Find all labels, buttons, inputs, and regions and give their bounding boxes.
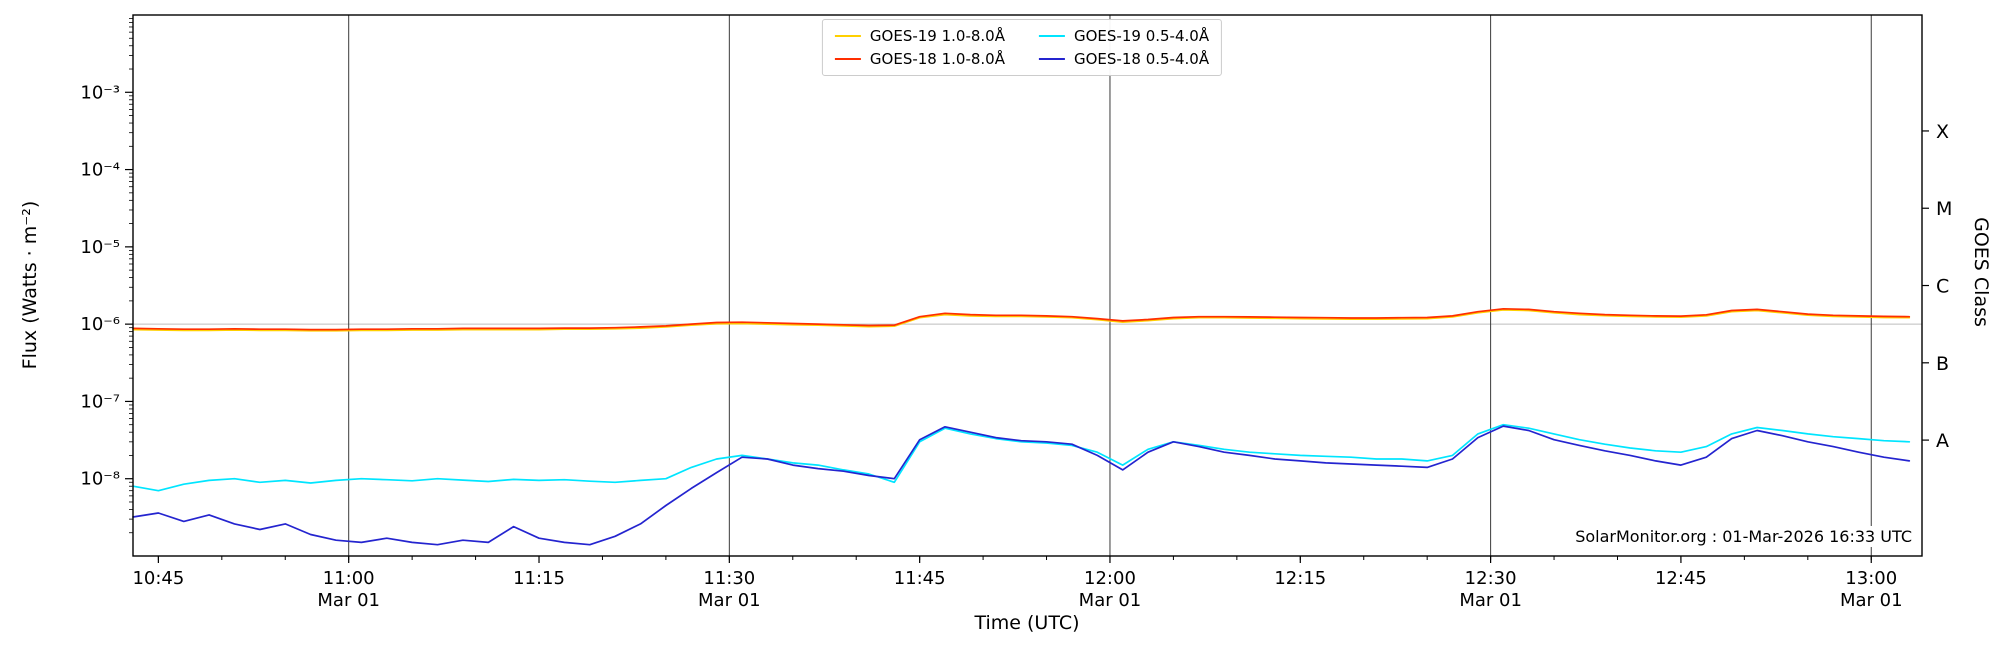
svg-text:11:45: 11:45 [894, 568, 946, 589]
x-axis-label: Time (UTC) [974, 612, 1080, 634]
svg-text:11:00: 11:00 [323, 568, 375, 589]
legend: GOES-19 1.0-8.0Å GOES-18 1.0-8.0Å GOES-1… [821, 19, 1223, 76]
legend-label: GOES-18 1.0-8.0Å [869, 50, 1005, 68]
svg-text:A: A [1936, 430, 1949, 452]
svg-text:12:45: 12:45 [1655, 568, 1707, 589]
svg-text:Mar 01: Mar 01 [1079, 590, 1142, 611]
svg-text:10⁻³: 10⁻³ [80, 82, 120, 103]
legend-label: GOES-18 0.5-4.0Å [1074, 50, 1210, 68]
svg-text:Mar 01: Mar 01 [698, 590, 761, 611]
y-axis-label: Flux (Watts · m⁻²) [19, 200, 41, 370]
svg-text:10⁻⁴: 10⁻⁴ [80, 160, 120, 181]
svg-text:12:15: 12:15 [1274, 568, 1326, 589]
svg-text:13:00: 13:00 [1845, 568, 1897, 589]
svg-text:B: B [1936, 353, 1949, 375]
legend-line-swatch [834, 58, 861, 60]
svg-text:Mar 01: Mar 01 [1459, 590, 1522, 611]
svg-text:10⁻⁶: 10⁻⁶ [80, 314, 120, 335]
legend-line-swatch [1039, 35, 1065, 37]
legend-item: GOES-18 1.0-8.0Å [834, 50, 1005, 68]
svg-text:Mar 01: Mar 01 [317, 590, 380, 611]
svg-text:11:15: 11:15 [513, 568, 565, 589]
svg-text:12:30: 12:30 [1465, 568, 1517, 589]
svg-text:C: C [1936, 276, 1949, 298]
svg-text:10⁻⁵: 10⁻⁵ [80, 237, 120, 258]
svg-text:11:30: 11:30 [703, 568, 755, 589]
y-axis-label-right: GOES Class [1970, 217, 1992, 327]
svg-text:10:45: 10:45 [132, 568, 184, 589]
legend-label: GOES-19 1.0-8.0Å [869, 27, 1005, 45]
svg-text:M: M [1936, 198, 1952, 220]
watermark-text: SolarMonitor.org : 01-Mar-2026 16:33 UTC [1572, 526, 1915, 547]
svg-text:10⁻⁷: 10⁻⁷ [80, 391, 120, 412]
legend-item: GOES-18 0.5-4.0Å [1039, 50, 1209, 68]
svg-text:X: X [1936, 121, 1949, 143]
legend-label: GOES-19 0.5-4.0Å [1074, 27, 1210, 45]
legend-item: GOES-19 0.5-4.0Å [1039, 27, 1209, 45]
legend-line-swatch [1039, 58, 1065, 60]
legend-line-swatch [834, 35, 861, 37]
svg-text:12:00: 12:00 [1084, 568, 1136, 589]
legend-item: GOES-19 1.0-8.0Å [834, 27, 1005, 45]
svg-text:10⁻⁸: 10⁻⁸ [80, 469, 120, 490]
svg-text:Mar 01: Mar 01 [1840, 590, 1903, 611]
